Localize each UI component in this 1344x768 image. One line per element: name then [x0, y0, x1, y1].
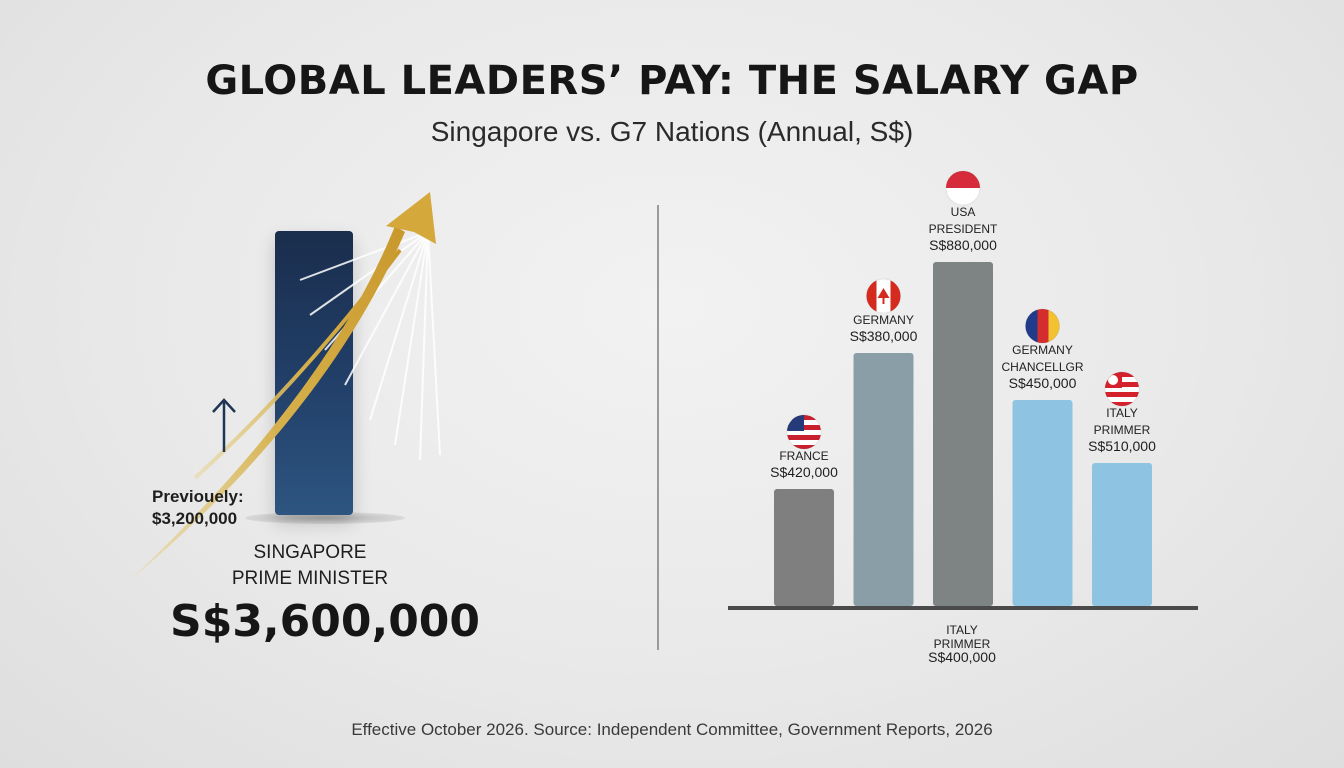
flags-layer — [786, 170, 1140, 450]
bar-category-label-3: PRESIDENT — [929, 222, 998, 236]
bar-2 — [853, 353, 914, 606]
bar-category-label-1: FRANCE — [779, 449, 828, 463]
source-footnote: Effective October 2026. Source: Independ… — [351, 720, 993, 739]
poland-flag-3-icon — [945, 170, 981, 206]
bar-category-label-3: USA — [951, 205, 976, 219]
tricolor-flag-4-icon — [1025, 308, 1060, 344]
singapore-salary-value: S$3,600,000 — [170, 596, 481, 647]
below-axis-label-line-3: S$400,000 — [928, 649, 996, 665]
bar-value-label-4: S$450,000 — [1009, 375, 1077, 391]
singapore-bar-shadow — [245, 512, 405, 524]
gold-arrow-head — [386, 192, 436, 244]
singapore-title: SINGAPORE PRIME MINISTER — [220, 540, 400, 592]
usa-flag-1-icon — [786, 414, 822, 450]
bar-5 — [1092, 463, 1152, 606]
bar-1 — [774, 489, 834, 606]
malaysia-flag-5-icon — [1104, 371, 1140, 407]
bar-category-label-2: GERMANY — [853, 313, 914, 327]
bar-value-label-1: S$420,000 — [770, 464, 838, 480]
previous-salary-label: Previouely: $3,200,000 — [152, 486, 244, 530]
up-arrow-icon — [212, 398, 236, 452]
bar-value-label-5: S$510,000 — [1088, 438, 1156, 454]
bar-category-label-5: PRIMMER — [1094, 423, 1151, 437]
previous-label-text: Previouely: — [152, 487, 244, 506]
page-subtitle: Singapore vs. G7 Nations (Annual, S$) — [430, 116, 914, 147]
singapore-name-line2: PRIME MINISTER — [231, 568, 389, 589]
bars-layer — [774, 262, 1152, 606]
panel-divider — [657, 205, 659, 650]
page-title: GLOBAL LEADERS’ PAY: THE SALARY GAP — [205, 58, 1139, 104]
bar-3 — [933, 262, 993, 606]
bar-value-label-2: S$380,000 — [850, 328, 918, 344]
canada-flag-2-icon — [866, 278, 901, 314]
bar-4 — [1012, 400, 1073, 606]
previous-value-text: $3,200,000 — [152, 509, 238, 528]
bar-category-label-4: GERMANY — [1012, 343, 1073, 357]
bar-category-label-4: CHANCELLGR — [1001, 360, 1083, 374]
below-axis-label-line-2: PRIMMER — [934, 637, 991, 651]
bar-category-label-5: ITALY — [1106, 406, 1138, 420]
labels-layer: FRANCES$420,000GERMANYS$380,000USAPRESID… — [770, 205, 1156, 480]
bar-value-label-3: S$880,000 — [929, 237, 997, 253]
singapore-name-line1: SINGAPORE — [253, 542, 367, 563]
below-axis-label-line-1: ITALY — [946, 623, 978, 637]
